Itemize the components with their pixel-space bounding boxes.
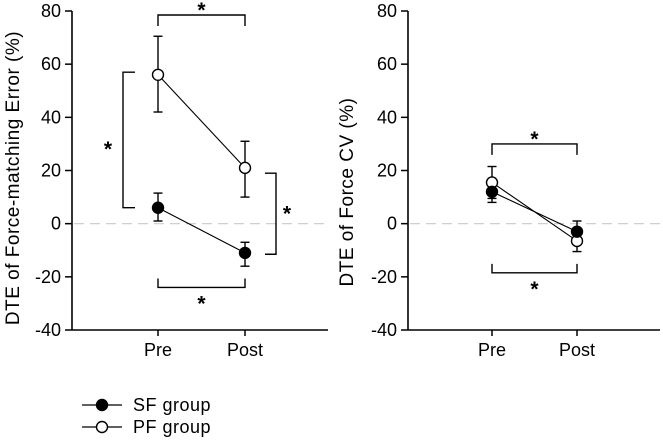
y-tick-label: 60	[41, 54, 61, 74]
legend: SF group PF group	[82, 394, 211, 438]
series-line	[491, 191, 578, 233]
x-tick-label: Pre	[478, 340, 506, 360]
y-tick-label: 0	[387, 214, 397, 234]
legend-marker	[95, 420, 109, 434]
filled-circle-marker-icon	[82, 398, 122, 412]
y-tick-label: 40	[377, 107, 397, 127]
significance-asterisk: *	[197, 0, 206, 22]
significance-asterisk: *	[104, 138, 113, 161]
legend-item: PF group	[82, 416, 211, 438]
panel-left: 80 60 40 20 0 -20 -40 Pre Post * * * *	[35, 0, 328, 360]
significance-asterisk: *	[197, 292, 206, 315]
significance-bracket	[157, 14, 246, 26]
significance-bracket	[122, 71, 135, 209]
legend-item: SF group	[82, 394, 211, 416]
x-tick-label: Pre	[144, 340, 172, 360]
significance-bracket	[157, 278, 246, 289]
y-tick-label: -40	[371, 320, 397, 340]
right-y-axis-title: DTE of Force CV (%)	[337, 97, 358, 287]
y-tick-label: 40	[41, 107, 61, 127]
x-tick-label: Post	[559, 340, 595, 360]
legend-marker	[95, 398, 109, 412]
open-circle-marker-icon	[82, 420, 122, 434]
significance-asterisk: *	[530, 128, 539, 151]
x-tick-label: Post	[227, 340, 263, 360]
data-point-marker	[151, 68, 165, 82]
data-point-marker	[485, 185, 499, 198]
series-line	[157, 74, 246, 169]
y-tick-label: -40	[35, 320, 61, 340]
significance-bracket	[491, 143, 578, 155]
y-tick-label: 80	[377, 1, 397, 21]
dual-panel-line-chart: 80 60 40 20 0 -20 -40 Pre Post * * * * 80 60 40 20 0 -20 -4…	[35, 0, 660, 360]
y-tick-label: -20	[35, 267, 61, 287]
y-tick-label: 60	[377, 54, 397, 74]
y-tick-label: 20	[41, 161, 61, 181]
data-point-marker	[238, 246, 252, 260]
series-line	[157, 207, 246, 254]
y-tick-label: 0	[51, 214, 61, 234]
significance-asterisk: *	[530, 278, 539, 301]
significance-bracket	[265, 172, 277, 255]
significance-bracket	[491, 263, 578, 274]
y-tick-label: 20	[377, 161, 397, 181]
data-point-marker	[151, 201, 165, 214]
left-y-axis-title: DTE of Force-matching Error (%)	[3, 30, 24, 326]
data-point-marker	[570, 225, 584, 238]
y-tick-label: 80	[41, 1, 61, 21]
legend-label: SF group	[133, 394, 212, 415]
significance-asterisk: *	[283, 203, 292, 226]
data-point-marker	[238, 161, 252, 175]
panel-right: 80 60 40 20 0 -20 -40 Pre Post * *	[371, 1, 660, 360]
y-tick-label: -20	[371, 267, 397, 287]
legend-label: PF group	[133, 416, 212, 437]
